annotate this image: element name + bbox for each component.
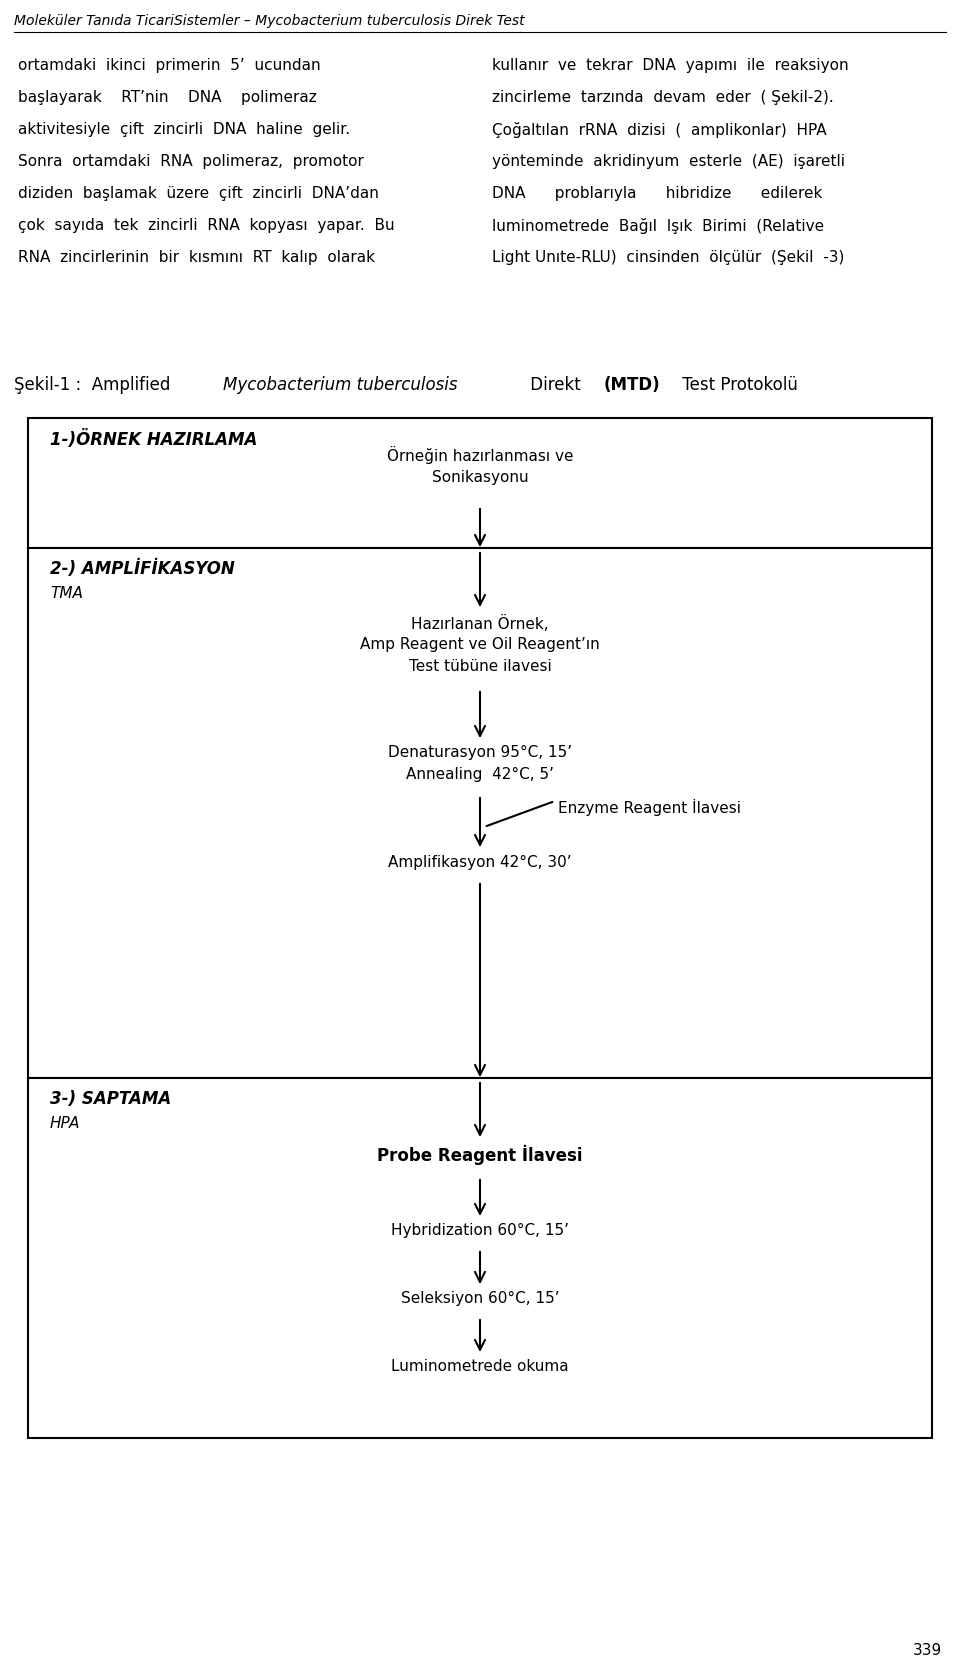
Text: 1-)ÖRNEK HAZIRLAMA: 1-)ÖRNEK HAZIRLAMA	[50, 430, 257, 449]
Text: zincirleme  tarzında  devam  eder  ( Şekil-2).: zincirleme tarzında devam eder ( Şekil-2…	[492, 90, 833, 106]
Text: Amp Reagent ve Oil Reagent’ın: Amp Reagent ve Oil Reagent’ın	[360, 636, 600, 652]
Text: TMA: TMA	[50, 586, 83, 601]
Text: diziden  başlamak  üzere  çift  zincirli  DNA’dan: diziden başlamak üzere çift zincirli DNA…	[18, 186, 379, 201]
Text: Hazırlanan Örnek,: Hazırlanan Örnek,	[411, 615, 549, 631]
Text: 339: 339	[913, 1643, 942, 1658]
Text: Sonra  ortamdaki  RNA  polimeraz,  promotor: Sonra ortamdaki RNA polimeraz, promotor	[18, 154, 364, 169]
Bar	[28, 419, 932, 548]
Text: RNA  zincirlerinin  bir  kısmını  RT  kalıp  olarak: RNA zincirlerinin bir kısmını RT kalıp o…	[18, 250, 375, 265]
Text: Amplifikasyon 42°C, 30’: Amplifikasyon 42°C, 30’	[388, 854, 572, 869]
Text: kullanır  ve  tekrar  DNA  yapımı  ile  reaksiyon: kullanır ve tekrar DNA yapımı ile reaksi…	[492, 59, 849, 74]
Text: luminometrede  Bağıl  Işık  Birimi  (Relative: luminometrede Bağıl Işık Birimi (Relativ…	[492, 218, 824, 234]
Text: Çoğaltılan  rRNA  dizisi  (  amplikonlar)  HPA: Çoğaltılan rRNA dizisi ( amplikonlar) HP…	[492, 122, 827, 137]
Text: Enzyme Reagent İlavesi: Enzyme Reagent İlavesi	[558, 799, 741, 816]
Text: Test Protokolü: Test Protokolü	[677, 375, 798, 394]
Text: aktivitesiyle  çift  zincirli  DNA  haline  gelir.: aktivitesiyle çift zincirli DNA haline g…	[18, 122, 350, 137]
Text: yönteminde  akridinyum  esterle  (AE)  işaretli: yönteminde akridinyum esterle (AE) işare…	[492, 154, 845, 169]
Text: 2-) AMPLİFİKASYON: 2-) AMPLİFİKASYON	[50, 559, 235, 578]
Text: Probe Reagent İlavesi: Probe Reagent İlavesi	[377, 1146, 583, 1166]
Text: 3-) SAPTAMA: 3-) SAPTAMA	[50, 1090, 171, 1107]
Text: Moleküler Tanıda TicariSistemler – Mycobacterium tuberculosis Direk Test: Moleküler Tanıda TicariSistemler – Mycob…	[14, 13, 524, 28]
Text: Denaturasyon 95°C, 15’: Denaturasyon 95°C, 15’	[388, 745, 572, 760]
Bar	[28, 1079, 932, 1439]
Text: Hybridization 60°C, 15’: Hybridization 60°C, 15’	[391, 1223, 569, 1238]
Bar	[28, 548, 932, 1079]
Text: HPA: HPA	[50, 1116, 81, 1131]
Text: Seleksiyon 60°C, 15’: Seleksiyon 60°C, 15’	[400, 1291, 560, 1306]
Text: Luminometrede okuma: Luminometrede okuma	[391, 1358, 569, 1374]
Text: Annealing  42°C, 5’: Annealing 42°C, 5’	[406, 767, 554, 782]
Text: ortamdaki  ikinci  primerin  5’  ucundan: ortamdaki ikinci primerin 5’ ucundan	[18, 59, 321, 74]
Text: DNA      problarıyla      hibridize      edilerek: DNA problarıyla hibridize edilerek	[492, 186, 823, 201]
Text: Direkt: Direkt	[525, 375, 587, 394]
Text: Şekil-1 :  Amplified: Şekil-1 : Amplified	[14, 375, 176, 394]
Text: çok  sayıda  tek  zincirli  RNA  kopyası  yapar.  Bu: çok sayıda tek zincirli RNA kopyası yapa…	[18, 218, 395, 233]
Text: Mycobacterium tuberculosis: Mycobacterium tuberculosis	[223, 375, 457, 394]
Text: başlayarak    RT’nin    DNA    polimeraz: başlayarak RT’nin DNA polimeraz	[18, 90, 317, 106]
Text: Sonikasyonu: Sonikasyonu	[432, 471, 528, 486]
Text: (MTD): (MTD)	[604, 375, 660, 394]
Text: Test tübüne ilavesi: Test tübüne ilavesi	[409, 658, 551, 673]
Text: Örneğin hazırlanması ve: Örneğin hazırlanması ve	[387, 446, 573, 464]
Text: Light Unıte-RLU)  cinsinden  ölçülür  (Şekil  -3): Light Unıte-RLU) cinsinden ölçülür (Şeki…	[492, 250, 845, 265]
